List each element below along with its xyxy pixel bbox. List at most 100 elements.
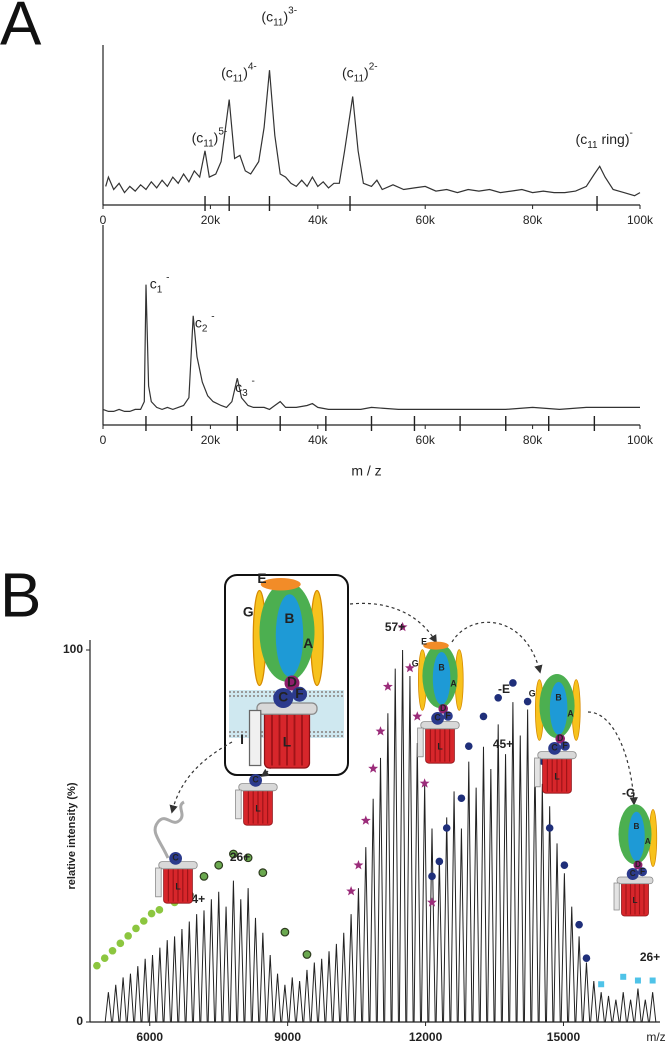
arrow	[451, 621, 543, 674]
annotation-sup: 4-	[248, 61, 257, 72]
x-tick-label: 6000	[136, 1030, 163, 1044]
charge-marker	[435, 857, 444, 866]
peak	[398, 649, 407, 1023]
annotation-sub: 1	[157, 284, 163, 295]
annotation-base: c	[235, 379, 242, 395]
x-tick-label: 20k	[201, 213, 221, 227]
subunit-f	[560, 741, 570, 751]
charge-marker	[419, 778, 430, 788]
annotation-base: (c	[221, 64, 233, 80]
peak	[391, 668, 399, 1023]
charge-marker	[634, 977, 641, 984]
charge-marker	[375, 726, 386, 736]
annotation-tail: )	[364, 64, 369, 80]
peak	[420, 783, 429, 1023]
peak	[472, 787, 480, 1023]
peak	[648, 992, 657, 1023]
complex-cartoon: BA DC F L	[613, 804, 658, 917]
subunit-label: B	[438, 662, 444, 672]
annotation-base: c	[150, 275, 157, 291]
peak	[112, 984, 120, 1023]
peak	[450, 791, 458, 1023]
charge-marker	[382, 681, 393, 691]
charge-marker	[100, 954, 109, 962]
peak	[332, 943, 341, 1023]
x-tick-label: 0	[100, 433, 107, 447]
annotation-base: c	[195, 314, 202, 330]
subunit-f	[292, 686, 307, 702]
peak	[156, 947, 164, 1023]
peak	[215, 891, 223, 1023]
subunit-label: A	[645, 837, 651, 846]
annotation-sup: 3-	[288, 5, 297, 16]
peak	[560, 873, 569, 1023]
peak	[185, 921, 193, 1023]
charge-marker	[124, 932, 132, 940]
peak	[465, 761, 473, 1023]
peak	[251, 917, 260, 1023]
x-tick-label: 20k	[201, 433, 221, 447]
peak	[317, 958, 326, 1023]
charge-marker	[93, 961, 101, 970]
peak	[443, 817, 451, 1023]
annotation-sub: 3	[242, 388, 248, 399]
subunit-label: D	[440, 703, 446, 713]
peak-annotation: c3 -	[235, 376, 255, 399]
peak	[568, 906, 576, 1023]
subunit-c	[249, 774, 262, 787]
subunit-c	[626, 868, 639, 880]
charge-marker	[598, 981, 605, 988]
peak	[435, 858, 444, 1023]
charge-marker	[243, 853, 253, 863]
peak-annotation: c1 -	[150, 272, 170, 295]
peak	[200, 910, 208, 1023]
charge-marker	[139, 917, 148, 925]
peak-annotation: (c11)3-	[261, 5, 297, 28]
subunit-label: L	[632, 896, 637, 905]
peak-annotation: c2 -	[195, 311, 215, 334]
shaft	[155, 867, 162, 898]
subunit-label: C	[434, 713, 441, 723]
charge-marker	[214, 860, 224, 870]
peak	[479, 746, 488, 1023]
annotation-sup: -	[211, 311, 214, 322]
charge-state-label: 57+	[385, 620, 405, 634]
subunit-label: G	[243, 605, 254, 620]
charge-state-label: 45+	[493, 737, 513, 751]
subunit-d	[633, 860, 643, 870]
peak	[487, 769, 495, 1023]
peak	[354, 888, 363, 1023]
peak	[237, 899, 245, 1023]
x-tick-label: 15000	[547, 1030, 581, 1044]
spectrum-trace	[105, 70, 641, 197]
charge-marker	[620, 973, 627, 980]
peak	[340, 932, 348, 1023]
peak	[575, 936, 583, 1023]
annotation-sub: 11	[233, 73, 244, 84]
subunit-label: A	[567, 708, 574, 718]
subunit-label: F	[445, 710, 451, 720]
annotation-sup: 2-	[369, 61, 378, 72]
peak	[516, 735, 524, 1023]
subunit-label: F	[295, 686, 303, 701]
complex-cartoon: CL	[235, 774, 278, 826]
charge-marker	[428, 872, 436, 881]
annotation-base: (c	[261, 8, 273, 24]
annotation-sub: 11	[203, 138, 214, 149]
subunit-label: C	[630, 869, 636, 878]
charge-marker	[346, 886, 356, 896]
peak	[347, 914, 355, 1023]
panel-label: A	[0, 0, 42, 58]
peak	[619, 992, 627, 1023]
subunit-label: D	[557, 733, 563, 743]
charge-marker	[464, 742, 473, 750]
peak	[295, 981, 304, 1023]
charge-marker	[132, 924, 140, 933]
subunit-label: I	[240, 732, 244, 747]
cap-e	[423, 641, 449, 650]
charge-marker	[582, 954, 591, 962]
subunit-label: L	[283, 735, 291, 750]
charge-marker	[457, 794, 466, 803]
peak	[413, 742, 421, 1023]
complex-cartoon: E G BA DC F I L	[240, 571, 324, 769]
